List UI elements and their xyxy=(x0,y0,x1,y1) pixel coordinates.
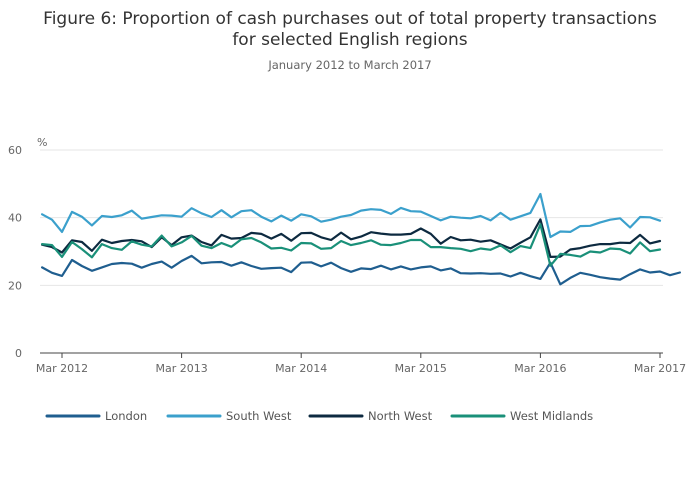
y-tick-label: 60 xyxy=(8,144,22,157)
y-tick-label: 40 xyxy=(8,212,22,225)
legend-label[interactable]: London xyxy=(105,409,147,423)
series-line-south-west[interactable] xyxy=(40,192,662,239)
series-line-north-west[interactable] xyxy=(40,218,662,258)
series-line-west-midlands[interactable] xyxy=(40,223,662,267)
x-tick-label: Mar 2017 xyxy=(634,362,686,375)
x-tick-label: Mar 2016 xyxy=(514,362,566,375)
legend: London South West North West West Midlands xyxy=(45,409,593,423)
legend-label[interactable]: South West xyxy=(226,409,292,423)
x-tick-label: Mar 2012 xyxy=(36,362,88,375)
y-tick-label: 0 xyxy=(15,347,22,360)
gridlines xyxy=(40,149,663,354)
legend-label[interactable]: North West xyxy=(368,409,433,423)
plot-area xyxy=(40,192,682,286)
x-axis-ticks: Mar 2012 Mar 2013 Mar 2014 Mar 2015 Mar 2016… xyxy=(36,353,686,375)
chart-subtitle: January 2012 to March 2017 xyxy=(267,58,431,72)
chart-title-line2: for selected English regions xyxy=(232,30,467,50)
series-line-london[interactable] xyxy=(40,254,682,286)
x-tick-label: Mar 2014 xyxy=(275,362,327,375)
x-tick-label: Mar 2015 xyxy=(395,362,447,375)
y-axis-ticks: 0 20 40 60 xyxy=(8,144,22,360)
chart-title-line1: Figure 6: Proportion of cash purchases o… xyxy=(43,9,657,29)
y-axis-label: % xyxy=(37,136,47,149)
x-tick-label: Mar 2013 xyxy=(155,362,207,375)
y-tick-label: 20 xyxy=(8,279,22,292)
legend-label[interactable]: West Midlands xyxy=(510,409,593,423)
